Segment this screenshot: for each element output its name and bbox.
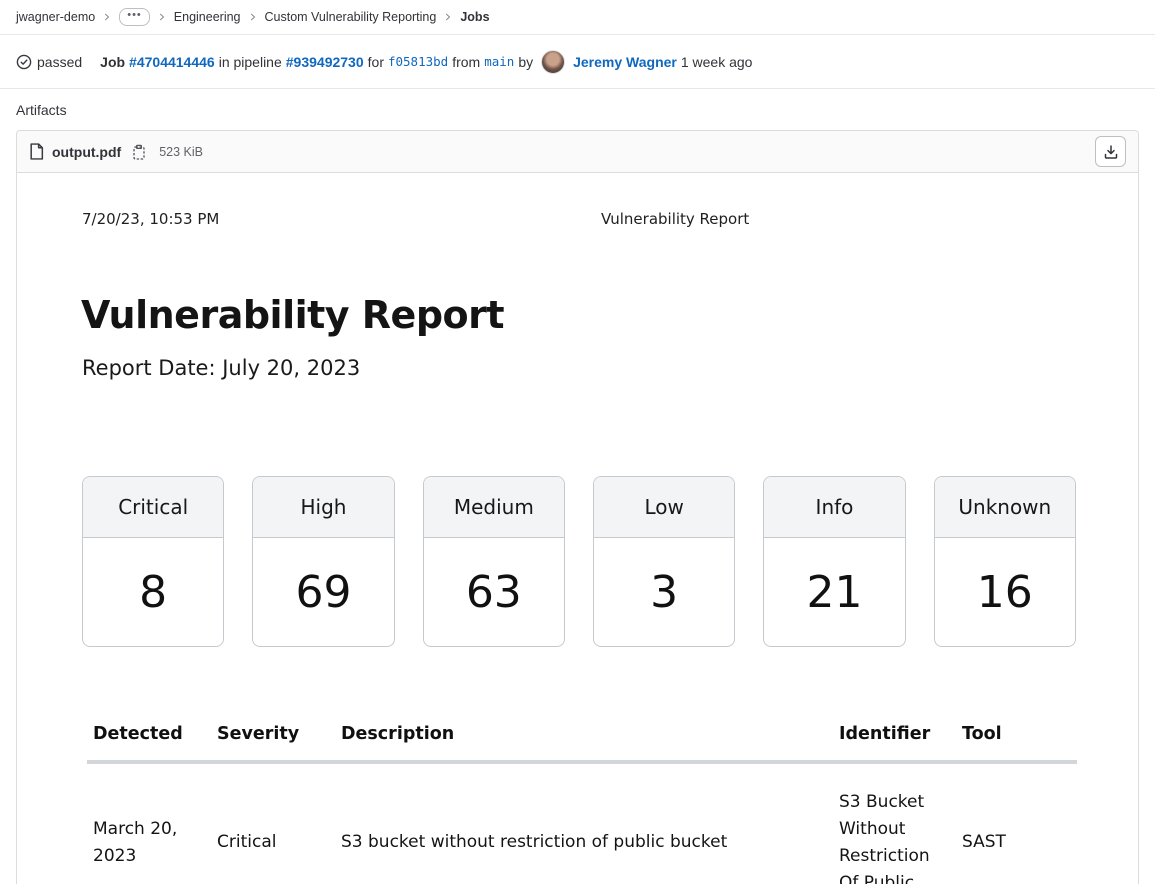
divider — [0, 34, 1155, 35]
chevron-right-icon — [158, 13, 166, 21]
job-status-row: passed Job #4704414446 in pipeline #9394… — [0, 35, 1155, 88]
artifact-file-size: 523 KiB — [159, 144, 203, 159]
cell-identifier: S3 Bucket Without Restriction Of Public — [839, 791, 930, 884]
severity-card-value: 16 — [976, 566, 1033, 618]
breadcrumb-item-current: Jobs — [460, 10, 490, 24]
breadcrumb-ellipsis-button[interactable]: ••• — [119, 8, 150, 26]
severity-card-value: 63 — [465, 566, 522, 618]
cell-severity: Critical — [217, 832, 277, 853]
copy-path-button[interactable] — [129, 142, 149, 162]
severity-card-label: Info — [764, 477, 905, 538]
divider — [0, 88, 1155, 89]
artifact-file-name: output.pdf — [52, 143, 122, 160]
download-icon — [1103, 144, 1119, 160]
severity-card-value: 8 — [139, 566, 168, 618]
breadcrumb-item-repo[interactable]: Custom Vulnerability Reporting — [264, 10, 437, 24]
report-title: Vulnerability Report — [81, 293, 505, 337]
for-text: for — [367, 53, 384, 70]
by-text: by — [518, 53, 534, 70]
pdf-print-header-title: Vulnerability Report — [601, 210, 750, 228]
breadcrumb: jwagner-demo ••• Engineering Custom Vuln… — [0, 0, 1155, 34]
pdf-print-date: 7/20/23, 10:53 PM — [82, 210, 220, 228]
severity-card-critical: Critical 8 — [82, 476, 225, 647]
clipboard-icon — [132, 144, 146, 160]
job-label: Job — [100, 53, 126, 70]
table-header-row: Detected Severity Description Identifier… — [87, 724, 1077, 760]
pipeline-id-link[interactable]: #939492730 — [285, 53, 364, 70]
artifact-header: output.pdf 523 KiB — [17, 131, 1138, 173]
in-pipeline-text: in pipeline — [218, 53, 282, 70]
severity-card-info: Info 21 — [763, 476, 906, 647]
severity-card-label: High — [253, 477, 394, 538]
artifact-card: output.pdf 523 KiB 7/20/23, 10:53 PM Vul… — [16, 130, 1139, 884]
severity-card-value: 69 — [295, 566, 352, 618]
severity-card-label: Low — [593, 477, 735, 538]
table-header-rule — [87, 760, 1077, 764]
severity-card-label: Unknown — [934, 477, 1075, 538]
document-icon — [29, 143, 44, 160]
severity-card-low: Low 3 — [592, 476, 736, 647]
report-date: Report Date: July 20, 2023 — [82, 356, 361, 380]
download-button[interactable] — [1095, 136, 1126, 167]
severity-summary-cards: Critical 8 High 69 Medium 63 Low 3 Info … — [82, 476, 1076, 647]
job-status-text: passed — [37, 53, 83, 70]
from-text: from — [452, 53, 481, 70]
severity-card-value: 21 — [806, 566, 863, 618]
table-row: March 20, 2023 Critical S3 bucket withou… — [87, 764, 1077, 884]
cell-tool: SAST — [962, 832, 1006, 853]
column-header-identifier: Identifier — [839, 724, 931, 744]
commit-sha-link[interactable]: f05813bd — [387, 54, 449, 69]
time-ago-text: 1 week ago — [680, 53, 753, 70]
cell-detected: March 20, 2023 — [93, 818, 178, 866]
breadcrumb-item-project[interactable]: jwagner-demo — [16, 10, 96, 24]
severity-card-medium: Medium 63 — [422, 476, 565, 647]
column-header-tool: Tool — [962, 724, 1002, 744]
chevron-right-icon — [249, 13, 257, 21]
column-header-detected: Detected — [93, 724, 183, 744]
artifacts-section-title: Artifacts — [16, 102, 67, 118]
severity-card-label: Critical — [83, 477, 224, 538]
severity-card-value: 3 — [650, 566, 679, 618]
pdf-viewer: 7/20/23, 10:53 PM Vulnerability Report V… — [17, 173, 1138, 884]
avatar[interactable] — [541, 49, 566, 74]
breadcrumb-item-group[interactable]: Engineering — [173, 10, 241, 24]
cell-description: S3 bucket without restriction of public … — [341, 832, 728, 853]
chevron-right-icon — [103, 13, 111, 21]
severity-card-label: Medium — [423, 477, 564, 538]
column-header-severity: Severity — [217, 724, 300, 744]
job-id-link[interactable]: #4704414446 — [129, 53, 215, 70]
chevron-right-icon — [444, 13, 452, 21]
column-header-description: Description — [341, 724, 455, 744]
job-status-badge: passed — [16, 54, 82, 70]
author-link[interactable]: Jeremy Wagner — [573, 53, 677, 70]
severity-card-unknown: Unknown 16 — [933, 476, 1076, 647]
check-circle-icon — [16, 54, 32, 70]
branch-link[interactable]: main — [484, 54, 515, 69]
vulnerability-table: Detected Severity Description Identifier… — [87, 724, 1077, 884]
severity-card-high: High 69 — [252, 476, 395, 647]
